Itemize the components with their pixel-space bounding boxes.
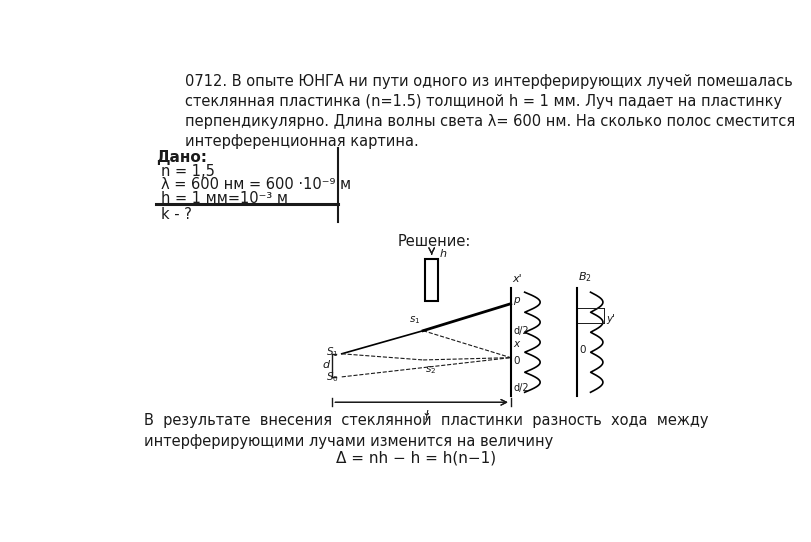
Text: x': x' — [512, 274, 521, 285]
Text: Δ = nh − h = h(n−1): Δ = nh − h = h(n−1) — [336, 450, 496, 465]
Text: l: l — [424, 410, 427, 423]
Text: $S_0$: $S_0$ — [325, 370, 338, 384]
Text: n = 1,5: n = 1,5 — [161, 164, 215, 179]
Bar — [425, 259, 437, 301]
Text: $s_2$: $s_2$ — [424, 364, 436, 376]
Text: λ = 600 нм = 600 ·10⁻⁹ м: λ = 600 нм = 600 ·10⁻⁹ м — [161, 177, 351, 192]
Text: h: h — [439, 249, 446, 260]
Text: h = 1 мм=10⁻³ м: h = 1 мм=10⁻³ м — [161, 191, 288, 207]
Text: d: d — [322, 360, 329, 370]
Text: Дано:: Дано: — [156, 150, 207, 165]
Text: k - ?: k - ? — [161, 208, 192, 222]
Text: y': y' — [605, 314, 614, 324]
Text: Решение:: Решение: — [397, 235, 471, 249]
Text: В  результате  внесения  стеклянной  пластинки  разность  хода  между
интерферир: В результате внесения стеклянной пластин… — [144, 413, 708, 449]
Text: 0712. В опыте ЮНГА ни пути одного из интерферирующих лучей помешалась
стеклянная: 0712. В опыте ЮНГА ни пути одного из инт… — [185, 74, 795, 150]
Text: d/2: d/2 — [513, 383, 528, 393]
Text: 0: 0 — [513, 356, 519, 366]
Text: $s_1$: $s_1$ — [408, 314, 419, 326]
Text: 0: 0 — [578, 345, 585, 355]
Text: $B_2$: $B_2$ — [577, 270, 591, 285]
Text: x: x — [513, 339, 518, 349]
Text: d/2: d/2 — [513, 326, 528, 335]
Text: p: p — [513, 295, 519, 305]
Text: $S_1$: $S_1$ — [326, 345, 338, 359]
